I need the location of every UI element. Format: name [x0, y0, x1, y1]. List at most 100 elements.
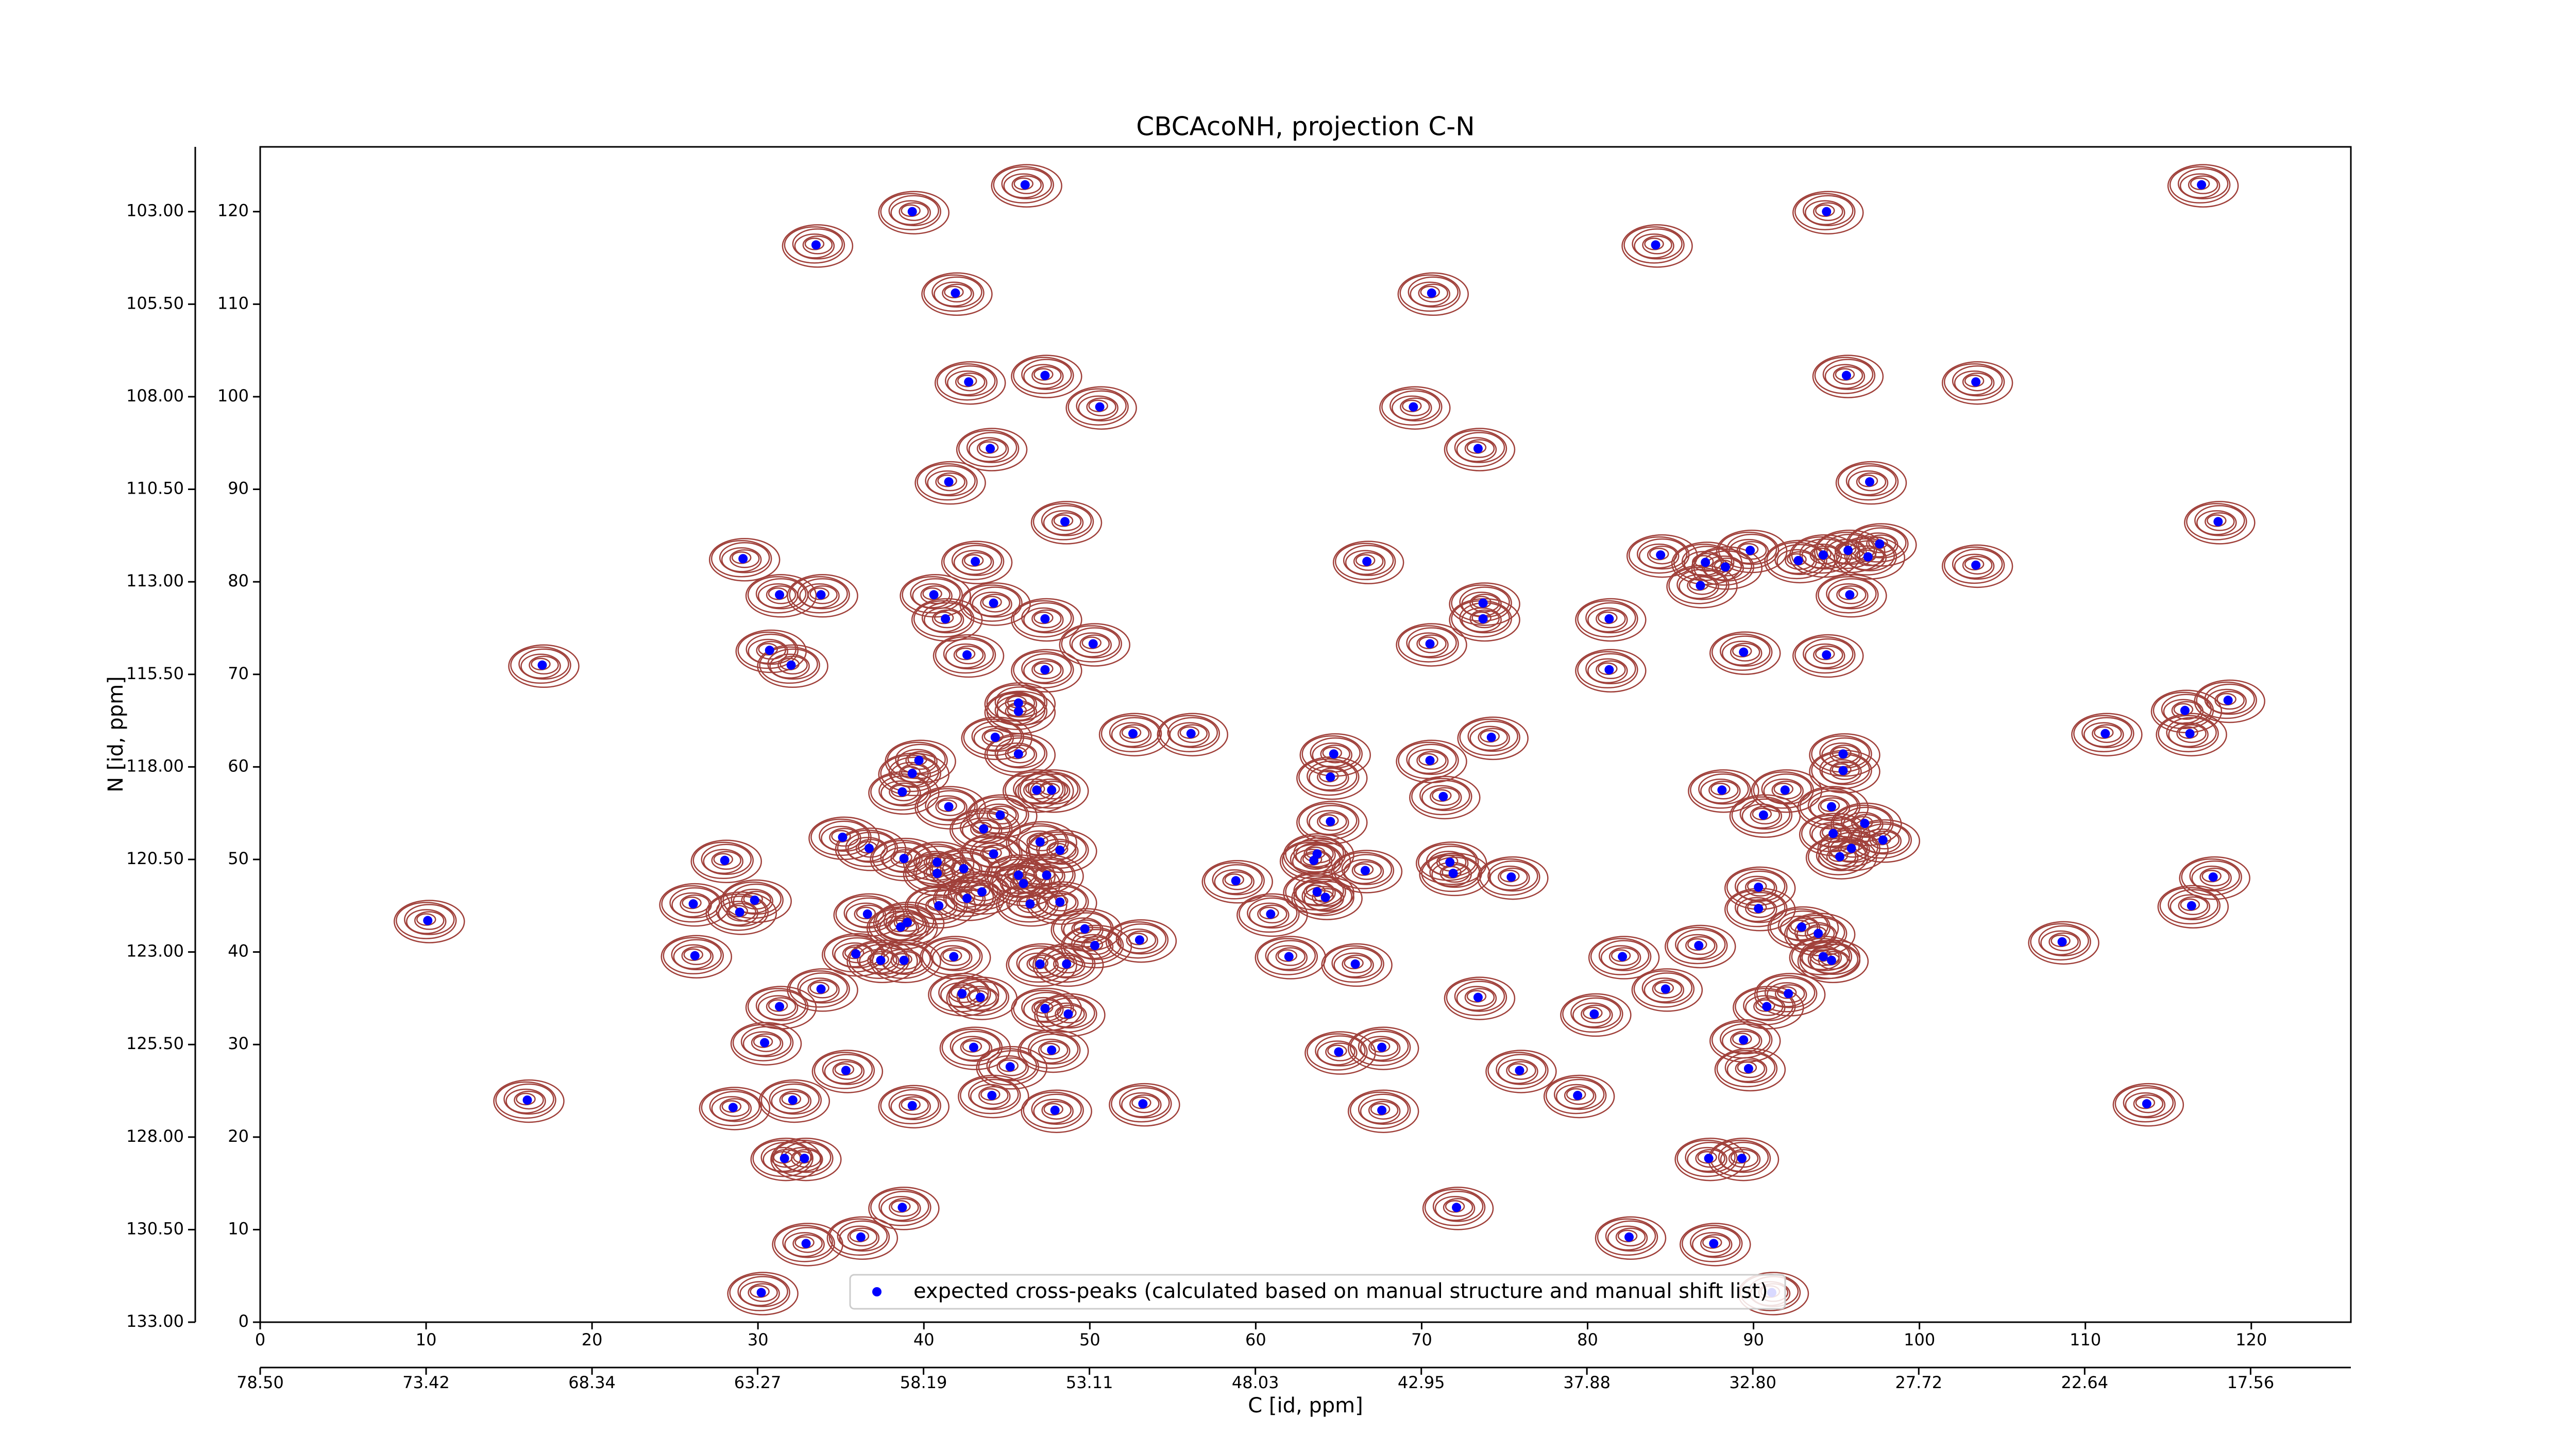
cross-peak: [1875, 539, 1885, 549]
contour: [753, 1035, 773, 1048]
contour: [1638, 543, 1680, 569]
contour: [2169, 166, 2231, 204]
contour: [994, 737, 1046, 769]
contour: [2205, 512, 2235, 531]
y2-tick-label: 105.50: [126, 293, 184, 313]
contour: [1731, 796, 1793, 834]
x-axis-label: C [id, ppm]: [1248, 1394, 1363, 1418]
contour: [978, 1048, 1039, 1086]
cross-peak: [899, 854, 909, 864]
contour: [2159, 887, 2221, 925]
cross-peak: [1266, 909, 1276, 919]
contour: [1392, 395, 1432, 420]
cross-peak: [816, 590, 826, 600]
cross-peak: [1186, 729, 1196, 738]
contour: [1036, 833, 1087, 865]
cross-peak: [1013, 870, 1023, 880]
cross-peak: [979, 824, 989, 834]
contour: [1952, 548, 2003, 580]
contour: [901, 204, 921, 217]
contour: [891, 1200, 911, 1213]
contour: [1259, 906, 1279, 920]
contour: [1682, 1225, 1743, 1262]
x-tick-label: 60: [1245, 1330, 1266, 1349]
cross-peak: [1350, 959, 1360, 969]
contour: [2083, 722, 2124, 747]
contour: [1418, 636, 1438, 649]
contour: [1355, 554, 1376, 567]
cross-peak: [1660, 984, 1670, 994]
contour: [1734, 891, 1786, 923]
cross-peak: [897, 787, 907, 797]
contour: [892, 851, 912, 864]
cross-peak: [1843, 546, 1853, 555]
contour: [832, 937, 883, 969]
cross-peak: [1754, 904, 1764, 914]
contour: [1583, 1006, 1603, 1020]
contour: [959, 812, 1011, 843]
contour: [929, 940, 981, 971]
cross-peak: [896, 922, 906, 932]
cross-peak: [995, 810, 1005, 820]
contour: [2133, 1094, 2164, 1113]
cross-peak: [775, 1002, 785, 1011]
cross-peak: [907, 768, 917, 778]
contour: [1693, 548, 1755, 586]
contour: [1439, 864, 1470, 883]
contour: [1654, 982, 1674, 994]
contour: [2216, 693, 2236, 706]
contour: [1642, 235, 1672, 255]
contour: [1296, 801, 1368, 845]
contour: [1858, 532, 1899, 558]
contour: [1719, 635, 1771, 667]
contour: [1038, 1040, 1069, 1060]
cross-peak: [738, 554, 748, 564]
contour: [1596, 660, 1626, 680]
contour: [1353, 863, 1374, 876]
cross-peak: [801, 1239, 811, 1248]
contour: [1461, 607, 1502, 633]
contour: [972, 821, 992, 834]
contour: [1732, 1032, 1752, 1045]
contour: [1652, 980, 1683, 999]
contour: [1588, 936, 1660, 980]
contour: [2135, 1096, 2156, 1109]
cross-peak: [1055, 846, 1065, 855]
cross-peak: [1797, 922, 1806, 932]
contour: [1615, 1227, 1646, 1247]
contour: [719, 1098, 750, 1117]
x-tick-label: 100: [1904, 1330, 1935, 1349]
contour: [925, 790, 976, 821]
contour: [394, 900, 465, 943]
contour: [1649, 547, 1669, 561]
y2-tick-label: 108.00: [126, 386, 184, 406]
contour: [1023, 997, 1064, 1022]
y-tick-label: 10: [228, 1219, 249, 1238]
cross-peak: [1846, 843, 1856, 853]
y-tick-label: 40: [228, 941, 249, 961]
contour: [1349, 1091, 1411, 1129]
cross-peak: [851, 949, 861, 959]
contour: [733, 888, 773, 914]
contour: [1835, 461, 1907, 505]
contour: [970, 884, 991, 898]
contour: [976, 439, 1007, 458]
x2-tick-label: 22.64: [2061, 1373, 2109, 1392]
contour: [1818, 951, 1849, 970]
contour: [1634, 233, 1674, 259]
contour: [1856, 472, 1887, 492]
contour: [1735, 1059, 1766, 1078]
contour: [1177, 724, 1208, 743]
contour: [1071, 919, 1101, 938]
x2-tick-label: 78.50: [236, 1373, 284, 1392]
contour: [925, 465, 976, 497]
contour: [1343, 859, 1384, 884]
contour: [1690, 771, 1751, 809]
contour: [742, 1031, 784, 1056]
contour: [1848, 470, 1889, 496]
contour: [495, 1081, 556, 1119]
contour: [1766, 982, 1807, 1007]
contour: [1600, 945, 1641, 970]
contour: [921, 602, 973, 634]
contour: [1716, 1050, 1778, 1088]
